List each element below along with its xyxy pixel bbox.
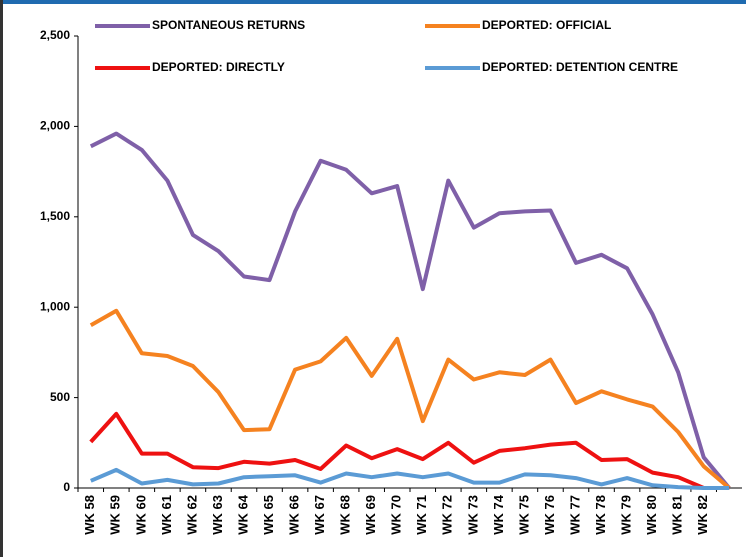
x-tick-label: WK 78	[593, 495, 608, 535]
x-tick-label: WK 74	[491, 494, 506, 535]
x-tick-label: WK 76	[542, 495, 557, 535]
left-border	[0, 0, 3, 557]
legend-label: DEPORTED: DIRECTLY	[152, 60, 285, 74]
x-tick-label: WK 61	[159, 495, 174, 535]
legend-label: DEPORTED: OFFICIAL	[482, 18, 611, 32]
x-tick-label: WK 63	[210, 495, 225, 535]
x-tick-label: WK 64	[235, 494, 250, 535]
x-tick-label: WK 79	[619, 495, 634, 535]
x-tick-label: WK 73	[465, 495, 480, 535]
x-tick-label: WK 71	[414, 495, 429, 535]
legend-label: DEPORTED: DETENTION CENTRE	[482, 60, 678, 74]
x-tick-label: WK 77	[567, 495, 582, 535]
line-series	[89, 411, 730, 490]
x-tick-label: WK 68	[338, 495, 353, 535]
x-tick-label: WK 69	[363, 495, 378, 535]
x-tick-label: WK 59	[108, 495, 123, 535]
y-tick-label: 2,500	[40, 28, 70, 42]
y-tick-label: 2,000	[40, 119, 70, 133]
y-tick-label: 1,500	[40, 209, 70, 223]
y-tick-label: 0	[63, 480, 70, 494]
line-series	[89, 131, 731, 490]
x-tick-label: WK 65	[261, 495, 276, 535]
legend-label: SPONTANEOUS RETURNS	[152, 18, 305, 32]
x-tick-label: WK 70	[389, 495, 404, 535]
x-tick-label: WK 81	[670, 495, 685, 535]
x-tick-label: WK 60	[133, 495, 148, 535]
x-tick-label: WK 67	[312, 495, 327, 535]
x-tick-label: WK 72	[440, 495, 455, 535]
line-series	[90, 467, 730, 490]
x-tick-label: WK 66	[287, 495, 302, 535]
y-tick-label: 500	[50, 390, 70, 404]
line-series	[89, 308, 731, 490]
y-tick-label: 1,000	[40, 299, 70, 313]
x-tick-label: WK 75	[516, 495, 531, 535]
top-border	[0, 0, 746, 4]
x-tick-label: WK 62	[184, 495, 199, 535]
x-tick-label: WK 58	[82, 495, 97, 535]
x-tick-label: WK 82	[695, 495, 710, 535]
x-tick-label: WK 80	[644, 495, 659, 535]
